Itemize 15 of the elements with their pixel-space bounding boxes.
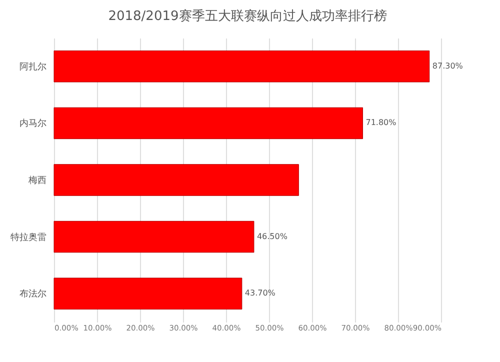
y-tick-label: 内马尔 <box>20 118 46 130</box>
bar <box>54 107 363 140</box>
data-label: 43.70% <box>244 288 276 298</box>
data-label: 71.80% <box>366 118 397 128</box>
y-tick-label: 阿扎尔 <box>20 61 46 72</box>
data-label: 46.50% <box>256 232 288 241</box>
chart-title: 2018/2019赛季五大联赛纵向过人成功率排行榜 <box>108 8 387 24</box>
y-tick-label: 梅西 <box>28 175 46 186</box>
bar <box>54 50 430 82</box>
y-tick-label: 布法尔 <box>20 288 46 300</box>
data-label: 87.30% <box>432 61 464 70</box>
y-tick-label: 特拉奥雷 <box>10 232 46 243</box>
bar <box>54 164 299 196</box>
bar <box>54 278 242 310</box>
bar <box>54 220 254 253</box>
